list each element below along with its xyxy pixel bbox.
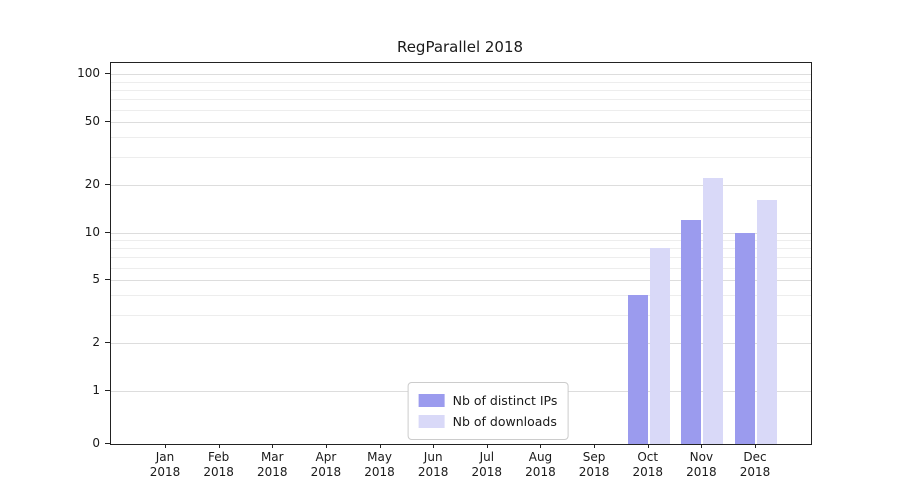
y-tick-label-5: 5 (92, 272, 100, 287)
chart-title: RegParallel 2018 (396, 38, 524, 56)
y-tick-mark (105, 121, 110, 123)
y-tick-mark (105, 443, 110, 444)
y-tick-label-50: 50 (84, 114, 100, 129)
x-tick-label-aug: Aug 2018 (525, 450, 556, 479)
x-tick-mark (594, 444, 596, 448)
y-tick-label-100: 100 (77, 66, 100, 81)
bar-nb-of-downloads-oct-2018 (649, 247, 670, 444)
gridline-30 (111, 157, 811, 159)
x-tick-mark (540, 444, 542, 448)
y-tick-mark (105, 342, 110, 344)
y-tick-label-10: 10 (84, 224, 100, 239)
x-tick-label-jan: Jan 2018 (149, 450, 181, 479)
legend-item-downloads: Nb of downloads (418, 411, 558, 432)
gridline-90 (111, 81, 811, 83)
legend-swatch-distinct-ips (418, 394, 445, 407)
gridline-40 (111, 137, 811, 139)
plot-area: Nb of distinct IPs Nb of downloads (110, 62, 812, 445)
y-tick-label-2: 2 (92, 335, 100, 350)
gridline-100 (111, 74, 811, 76)
y-tick-mark (105, 279, 110, 281)
bar-nb-of-distinct-ips-oct-2018 (627, 295, 648, 444)
y-tick-label-20: 20 (84, 176, 100, 191)
x-tick-mark (701, 444, 703, 448)
x-tick-label-oct: Oct 2018 (632, 450, 663, 479)
bar-nb-of-distinct-ips-dec-2018 (735, 232, 755, 444)
y-tick-mark (105, 389, 110, 391)
bar-nb-of-downloads-nov-2018 (703, 178, 724, 444)
legend-label-downloads: Nb of downloads (452, 414, 557, 429)
y-tick-mark (105, 73, 110, 75)
x-tick-mark (165, 444, 166, 448)
y-tick-label-1: 1 (92, 382, 100, 397)
gridline-60 (111, 109, 811, 111)
x-tick-mark (755, 444, 756, 448)
gridline-70 (111, 98, 811, 100)
x-tick-mark (272, 444, 274, 448)
gridline-50 (111, 122, 811, 124)
x-tick-label-jun: Jun 2018 (417, 450, 449, 479)
bar-nb-of-distinct-ips-nov-2018 (681, 220, 702, 444)
x-tick-mark (379, 444, 381, 448)
x-tick-label-nov: Nov 2018 (686, 450, 717, 479)
x-tick-label-feb: Feb 2018 (203, 450, 234, 479)
x-tick-mark (433, 444, 435, 448)
x-tick-mark (325, 444, 327, 448)
legend-item-distinct-ips: Nb of distinct IPs (418, 390, 558, 411)
x-tick-mark (486, 444, 488, 448)
gridline-80 (111, 89, 811, 91)
x-tick-mark (218, 444, 220, 448)
x-tick-label-sep: Sep 2018 (578, 450, 610, 479)
x-tick-label-mar: Mar 2018 (256, 450, 288, 479)
x-tick-label-may: May 2018 (364, 450, 395, 479)
bar-nb-of-downloads-dec-2018 (757, 200, 777, 444)
y-tick-mark (105, 183, 110, 185)
legend: Nb of distinct IPs Nb of downloads (407, 382, 569, 440)
y-tick-label-0: 0 (92, 436, 100, 450)
x-tick-label-dec: Dec 2018 (739, 450, 771, 479)
legend-label-distinct-ips: Nb of distinct IPs (452, 393, 558, 408)
legend-swatch-downloads (418, 415, 445, 428)
x-tick-mark (647, 444, 649, 448)
x-tick-label-apr: Apr 2018 (310, 450, 342, 479)
y-tick-mark (105, 231, 110, 233)
x-tick-label-jul: Jul 2018 (471, 450, 503, 479)
